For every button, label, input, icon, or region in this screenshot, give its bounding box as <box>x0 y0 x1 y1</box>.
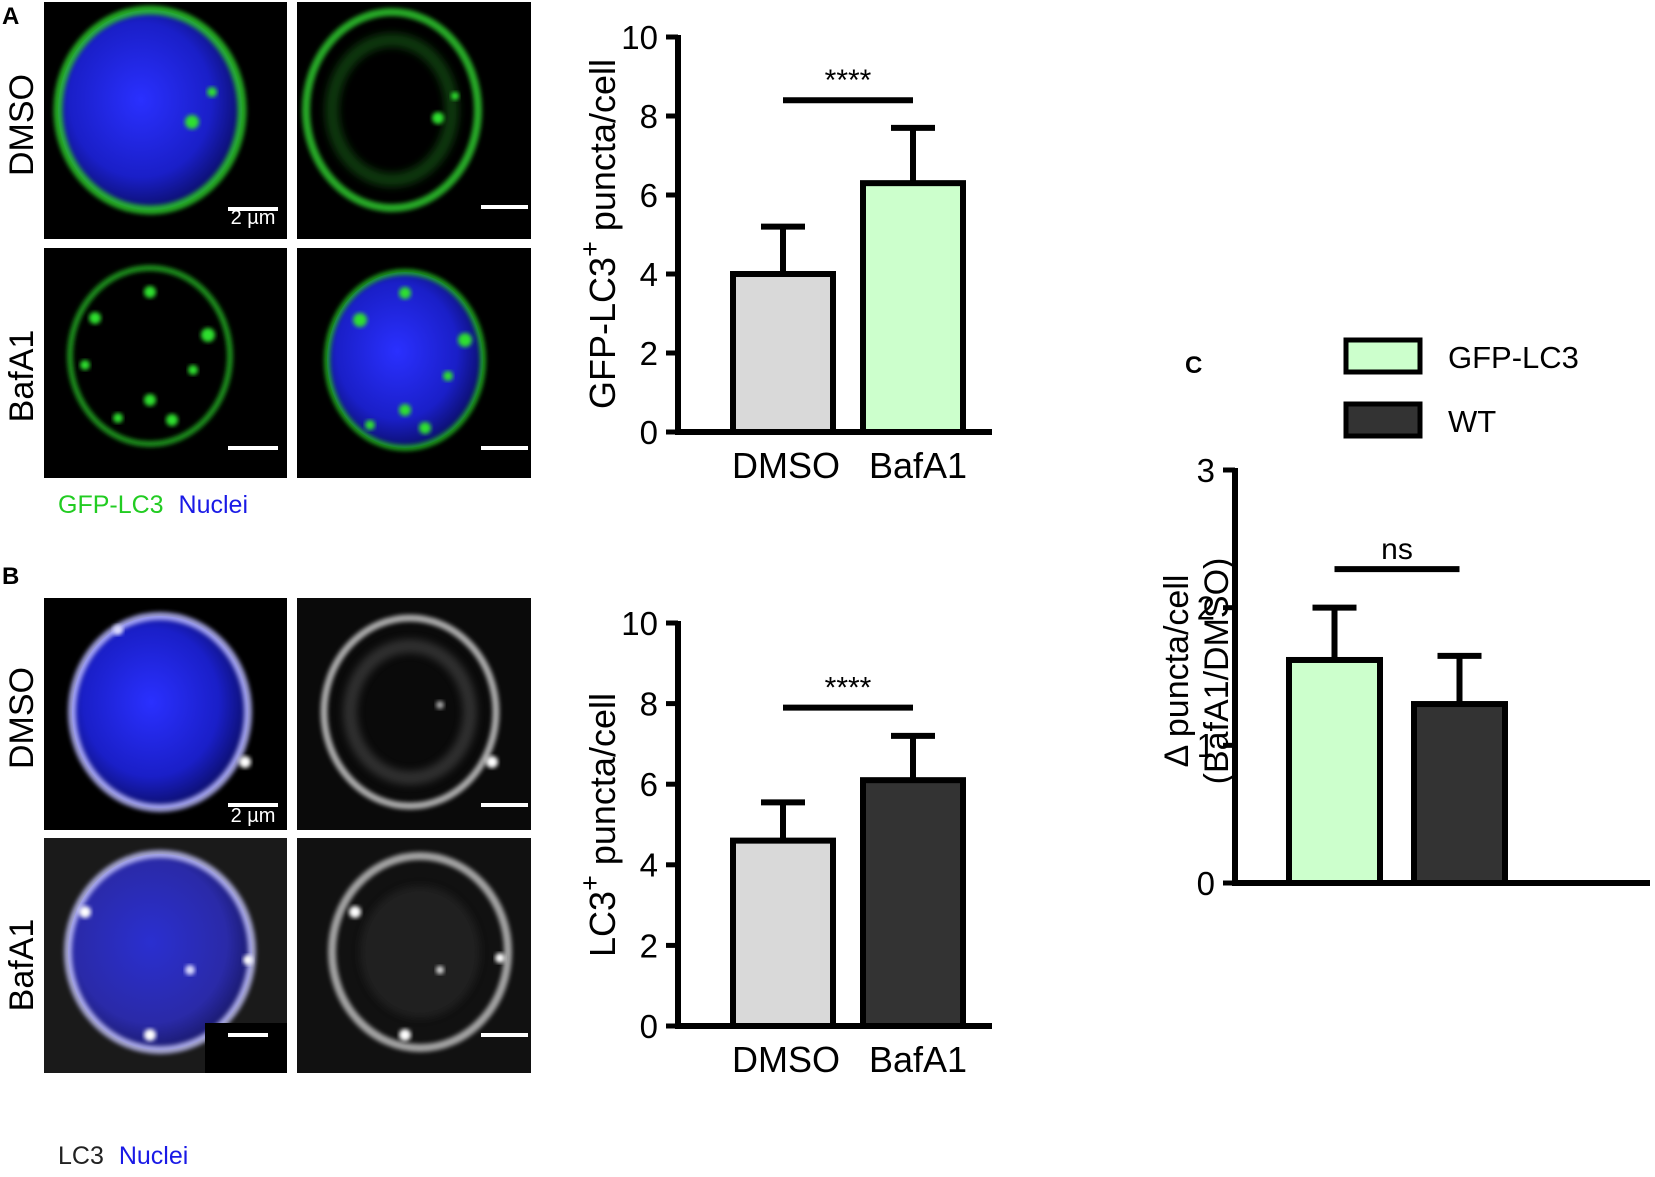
y-tick-label-b-4: 8 <box>640 685 658 722</box>
y-tick-label-c-3: 3 <box>1197 452 1215 489</box>
y-tick-label-b-3: 6 <box>640 766 658 803</box>
y-tick-label-a-1: 2 <box>640 335 658 372</box>
category-label-b-0: DMSO <box>732 1039 840 1080</box>
y-tick-label-a-4: 8 <box>640 98 658 135</box>
row-label-a-dmso: DMSO <box>3 74 41 176</box>
panel-letter-b: B <box>2 563 19 590</box>
bar-chart-b: 0 2 4 6 8 10 DMSO BafA1 **** LC3+ puncta/cell <box>575 605 992 1080</box>
bar-chart-c: 0 1 2 3 ns Δ puncta/cell(BafA1/DMSO) GFP-LC3 WT <box>1158 337 1650 902</box>
y-axis-label-b-sup: + <box>575 875 605 891</box>
significance-label-c: ns <box>1381 533 1413 566</box>
row-label-b-dmso: DMSO <box>3 667 41 769</box>
row-label-a-bafa1: BafA1 <box>3 330 41 423</box>
y-axis-label-a-sup: + <box>575 241 605 257</box>
y-axis-label-a: GFP-LC3+ puncta/cell <box>575 59 623 409</box>
y-tick-label-a-5: 10 <box>621 19 658 56</box>
significance-label-a: **** <box>825 64 872 97</box>
legend-swatch-c-1 <box>1343 401 1423 439</box>
y-tick-label-a-0: 0 <box>640 414 658 451</box>
y-tick-label-b-1: 2 <box>640 927 658 964</box>
caption-b: LC3 Nuclei <box>58 1142 188 1170</box>
bar-c-1 <box>1411 701 1508 886</box>
bar-b-1 <box>860 777 966 1029</box>
row-label-b-bafa1: BafA1 <box>3 919 41 1012</box>
significance-label-b: **** <box>825 672 872 705</box>
caption-b-channel-1: LC3 <box>58 1142 104 1170</box>
scale-bar-label-b: 2 µm <box>231 805 276 827</box>
caption-a-channel-2: Nuclei <box>179 491 248 519</box>
y-axis-label-b-main: LC3 <box>582 891 623 957</box>
y-tick-label-b-0: 0 <box>640 1008 658 1045</box>
micrograph-a-dmso-green <box>297 2 531 239</box>
y-tick-label-b-2: 4 <box>640 847 658 884</box>
bar-b-0 <box>730 837 836 1029</box>
caption-a-channel-1: GFP-LC3 <box>58 491 164 519</box>
bar-a-0 <box>730 271 836 435</box>
y-axis-label-a-tail: puncta/cell <box>582 59 623 241</box>
micrograph-a-bafa1-merge <box>297 248 531 478</box>
y-tick-label-c-0: 0 <box>1197 865 1215 902</box>
y-axis-label-b-tail: puncta/cell <box>582 693 623 875</box>
y-axis-label-b: LC3+ puncta/cell <box>575 693 623 957</box>
micrograph-b-dmso-merge: 2 µm <box>44 598 287 830</box>
legend-c: GFP-LC3 WT <box>1343 337 1579 439</box>
category-label-a-1: BafA1 <box>869 445 967 486</box>
micrograph-a-dmso-merge: 2 µm <box>44 2 287 239</box>
micrograph-b-bafa1-merge <box>44 838 287 1073</box>
y-tick-label-c-1: 1 <box>1197 727 1215 764</box>
scale-bar-label-a: 2 µm <box>231 207 276 229</box>
panel-letter-a: A <box>2 3 19 30</box>
legend-label-c-0: GFP-LC3 <box>1448 340 1579 375</box>
y-axis-label-c: Δ puncta/cell(BafA1/DMSO) <box>1158 558 1236 785</box>
bar-c-0 <box>1286 656 1383 886</box>
legend-swatch-c-0 <box>1343 337 1423 375</box>
y-tick-label-b-5: 10 <box>621 605 658 642</box>
panel-letter-c: C <box>1185 352 1202 379</box>
bar-chart-a: 0 2 4 6 8 10 DMSO BafA1 **** GFP-LC3+ puncta/cell <box>575 19 992 486</box>
y-tick-label-c-2: 2 <box>1197 590 1215 627</box>
y-axis-label-a-main: GFP-LC3 <box>582 257 623 409</box>
micrograph-b-bafa1-gray <box>297 838 531 1073</box>
y-axis-label-c-line-0: Δ puncta/cell <box>1158 575 1196 768</box>
y-tick-label-a-2: 4 <box>640 256 658 293</box>
caption-a: GFP-LC3 Nuclei <box>58 491 248 519</box>
legend-label-c-1: WT <box>1448 404 1496 439</box>
y-tick-label-a-3: 6 <box>640 177 658 214</box>
category-label-a-0: DMSO <box>732 445 840 486</box>
y-axis-label-c-line-1: (BafA1/DMSO) <box>1198 558 1236 785</box>
bar-a-1 <box>860 180 966 435</box>
caption-b-channel-2: Nuclei <box>119 1142 188 1170</box>
micrograph-b-dmso-gray <box>297 598 531 830</box>
micrograph-a-bafa1-green <box>44 248 287 478</box>
category-label-b-1: BafA1 <box>869 1039 967 1080</box>
